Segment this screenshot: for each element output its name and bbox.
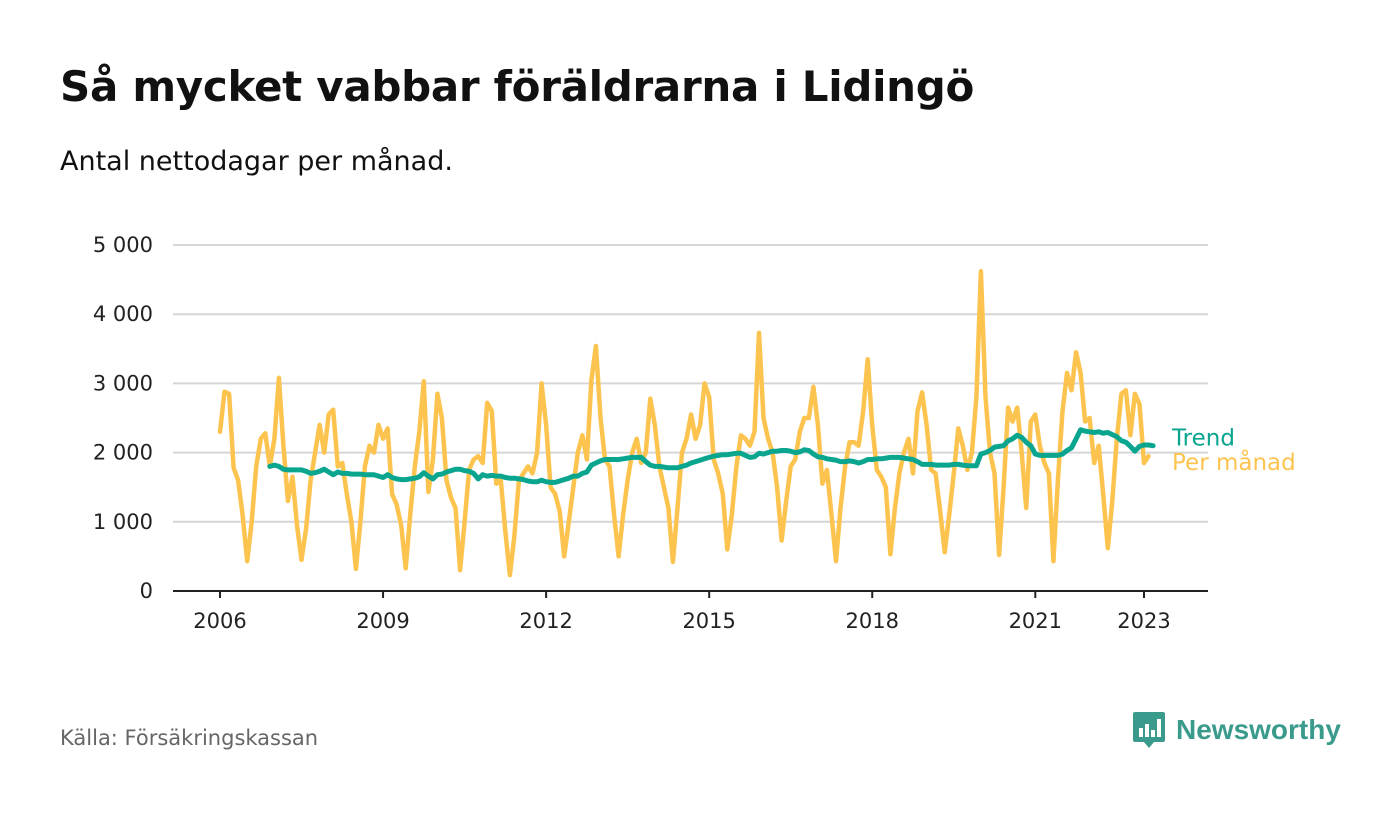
x-tick-label: 2023 [1117, 609, 1170, 633]
newsworthy-logo-icon [1133, 712, 1165, 748]
series-line-trend [267, 427, 1156, 485]
x-axis: 2006 2009 2012 2015 2018 2021 2023 [173, 590, 1208, 633]
source-note: Källa: Försäkringskassan [60, 726, 319, 750]
y-tick-label: 2 000 [93, 441, 153, 465]
brand-name: Newsworthy [1176, 714, 1341, 745]
y-tick-label: 1 000 [93, 510, 153, 534]
x-tick-label: 2009 [356, 609, 409, 633]
y-tick-label: 4 000 [93, 302, 153, 326]
grid-lines [173, 244, 1208, 523]
y-tick-label: 3 000 [93, 371, 153, 395]
x-tick-label: 2012 [519, 609, 572, 633]
series-label-trend: Trend [1171, 426, 1235, 452]
x-tick-label: 2006 [193, 609, 246, 633]
series-label-per-manad: Per månad [1172, 448, 1296, 476]
y-axis: 0 1 000 2 000 3 000 4 000 5 000 [93, 233, 153, 603]
y-tick-label: 5 000 [93, 233, 153, 257]
x-tick-label: 2018 [846, 609, 899, 633]
chart-title: Så mycket vabbar föräldrarna i Lidingö [60, 62, 975, 111]
series-line-per-manad [217, 269, 1151, 578]
y-tick-label: 0 [140, 579, 153, 603]
series-lines [217, 269, 1156, 578]
x-tick-label: 2021 [1009, 609, 1062, 633]
x-tick-label: 2015 [682, 609, 735, 633]
chart-subtitle: Antal nettodagar per månad. [60, 146, 453, 177]
brand-logo[interactable]: Newsworthy [1132, 710, 1341, 750]
